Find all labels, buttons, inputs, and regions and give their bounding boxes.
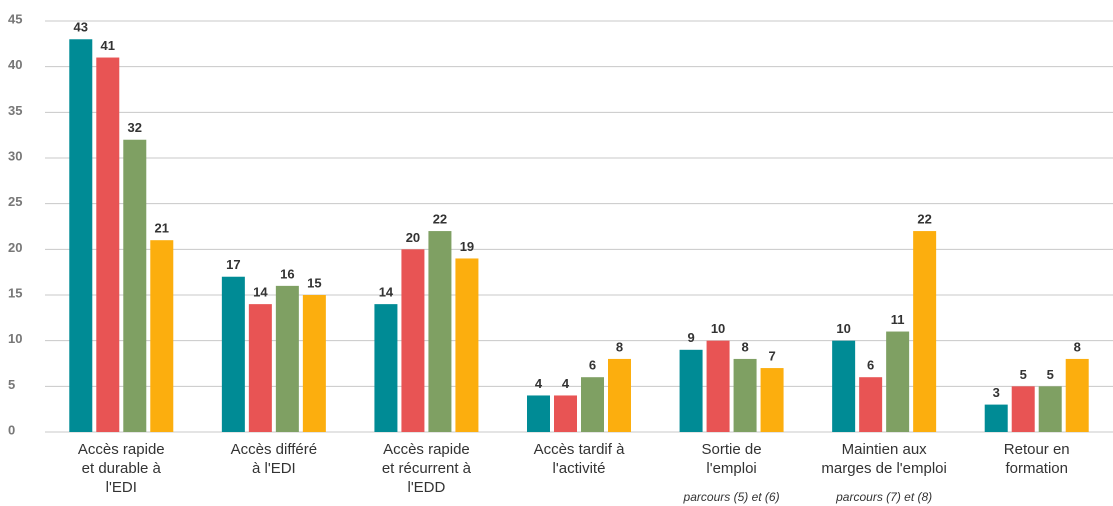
value-label: 8 — [1074, 339, 1081, 354]
bar — [401, 249, 425, 432]
bar — [581, 377, 604, 432]
x-tick-label: Accès tardif à l'activité — [534, 441, 626, 477]
value-label: 9 — [687, 330, 694, 345]
bar — [69, 39, 93, 433]
value-label: 43 — [74, 20, 88, 35]
bar — [1011, 386, 1035, 432]
y-tick-label: 15 — [8, 285, 22, 300]
bar — [554, 395, 577, 432]
y-tick-label: 0 — [8, 422, 15, 437]
bar — [123, 139, 147, 432]
bar — [527, 395, 550, 432]
value-label: 14 — [379, 285, 394, 300]
y-tick-label: 40 — [8, 57, 22, 72]
bar — [886, 331, 910, 432]
bar — [706, 340, 730, 432]
x-tick-label: Accès rapide et récurrent à l'EDD — [382, 441, 472, 496]
value-label: 10 — [711, 321, 725, 336]
bar — [374, 304, 398, 432]
bar — [679, 349, 703, 432]
value-label: 41 — [101, 38, 115, 53]
value-label: 5 — [1020, 367, 1027, 382]
value-label: 4 — [562, 376, 570, 391]
value-label: 11 — [891, 312, 905, 327]
x-tick-label: Sortie de l'emploi — [702, 441, 762, 477]
bar — [248, 304, 272, 432]
bar — [859, 377, 883, 432]
y-tick-label: 10 — [8, 331, 22, 346]
bar — [760, 368, 784, 432]
value-label: 20 — [406, 230, 420, 245]
bar — [275, 285, 299, 432]
value-label: 4 — [535, 376, 543, 391]
x-tick-label: Accès différé à l'EDI — [231, 441, 317, 477]
value-label: 8 — [616, 339, 623, 354]
bar — [913, 231, 937, 432]
y-tick-label: 30 — [8, 148, 22, 163]
value-label: 22 — [917, 212, 931, 227]
value-label: 21 — [155, 221, 169, 236]
annotation: parcours (7) et (8) — [835, 490, 932, 504]
y-tick-label: 35 — [8, 103, 22, 118]
value-label: 8 — [741, 339, 748, 354]
bar — [455, 258, 479, 432]
bar — [150, 240, 174, 432]
value-label: 17 — [226, 257, 240, 272]
value-label: 14 — [253, 285, 268, 300]
value-label: 5 — [1047, 367, 1054, 382]
value-label: 7 — [768, 349, 775, 364]
value-label: 6 — [867, 358, 874, 373]
x-tick-label: Accès rapide et durable à l'EDI — [78, 441, 165, 496]
value-label: 6 — [589, 358, 596, 373]
bar — [302, 295, 326, 432]
bar — [984, 404, 1008, 432]
bar — [221, 276, 245, 432]
y-tick-label: 20 — [8, 240, 22, 255]
bar — [1065, 358, 1089, 432]
value-label: 15 — [307, 275, 321, 290]
bar — [1038, 386, 1062, 432]
value-label: 3 — [993, 385, 1000, 400]
y-tick-label: 45 — [8, 11, 22, 26]
bar — [96, 57, 120, 433]
value-label: 16 — [280, 266, 294, 281]
value-label: 22 — [433, 212, 447, 227]
x-tick-label: Retour en formation — [1004, 441, 1070, 477]
bar — [428, 231, 452, 432]
y-tick-label: 25 — [8, 194, 22, 209]
annotation: parcours (5) et (6) — [683, 490, 780, 504]
bar — [608, 358, 631, 432]
x-tick-label: Maintien aux marges de l'emploi — [821, 441, 946, 477]
bar — [832, 340, 856, 432]
value-label: 19 — [460, 239, 474, 254]
value-label: 10 — [836, 321, 850, 336]
value-label: 32 — [128, 120, 142, 135]
bar — [733, 358, 757, 432]
y-tick-label: 5 — [8, 377, 15, 392]
